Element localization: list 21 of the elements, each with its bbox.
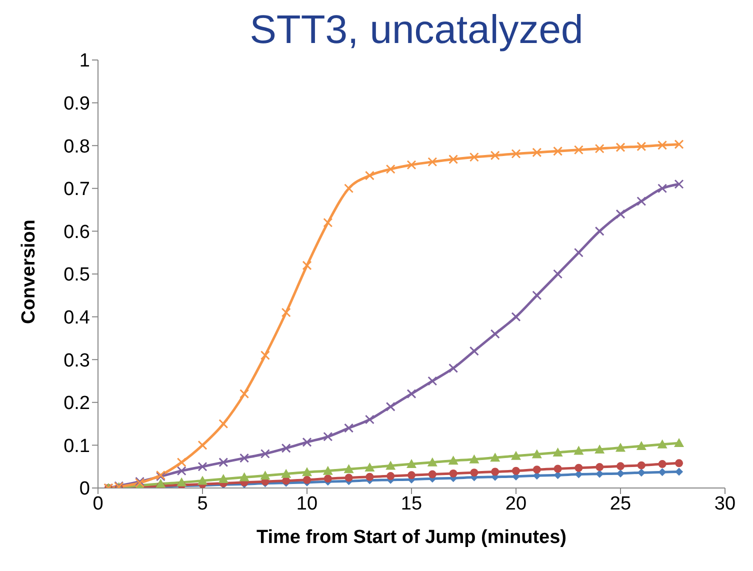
x-tick-label: 20	[505, 493, 527, 514]
x-tick-label: 5	[197, 493, 208, 514]
x-tick-label: 0	[92, 493, 104, 514]
chart-title: STT3, uncatalyzed	[248, 8, 584, 52]
y-tick-label: 0.8	[64, 136, 90, 158]
y-tick-label: 0.6	[64, 222, 90, 243]
y-tick-label: 0	[79, 478, 90, 500]
y-axis-title: Conversion	[18, 219, 40, 324]
x-tick-label: 10	[296, 493, 318, 514]
x-axis-title: Time from Start of Jump (minutes)	[256, 527, 567, 548]
y-tick-label: 0.4	[64, 308, 90, 329]
x-tick-label: 25	[610, 493, 632, 514]
x-tick-label: 30	[714, 493, 736, 514]
y-tick-label: 1	[79, 50, 90, 72]
y-tick-label: 0.7	[64, 179, 90, 200]
y-tick-label: 0.9	[64, 94, 90, 115]
y-tick-label: 0.2	[64, 393, 90, 414]
x-tick-label: 15	[400, 493, 422, 514]
y-tick-label: 0.3	[64, 350, 90, 372]
y-tick-label: 0.5	[64, 264, 90, 286]
y-tick-label: 0.1	[64, 436, 90, 457]
